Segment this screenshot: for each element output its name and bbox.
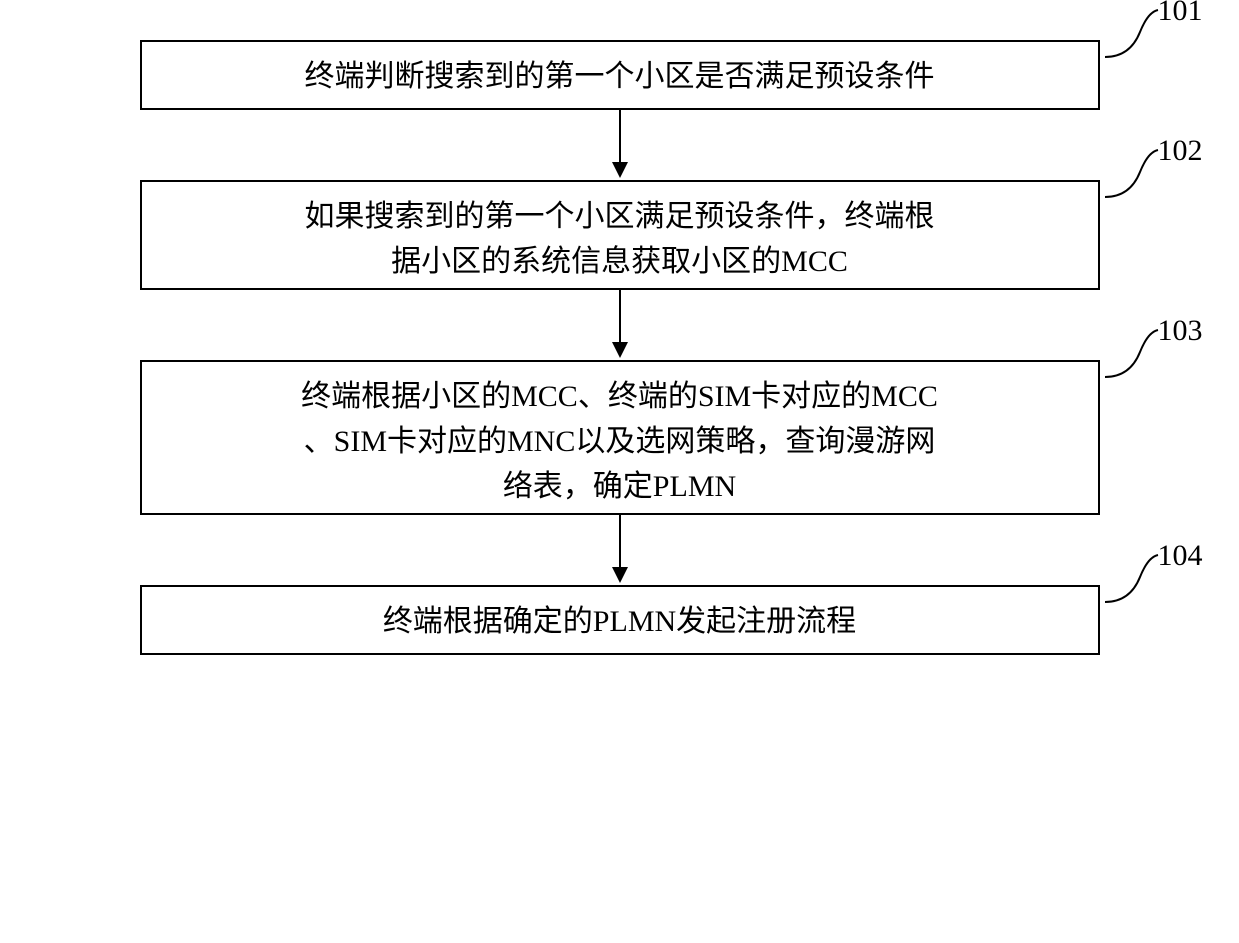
label-101-container: 101 [1158,0,1203,28]
box-4-text: 终端根据确定的PLMN发起注册流程 [162,599,1078,644]
flowchart-box-4: 终端根据确定的PLMN发起注册流程 104 [140,585,1100,655]
flowchart-container: 终端判断搜索到的第一个小区是否满足预设条件 101 如果搜索到的第一个小区满足预… [70,40,1170,655]
flowchart-box-1: 终端判断搜索到的第一个小区是否满足预设条件 101 [140,40,1100,110]
box-2-text-line1: 如果搜索到的第一个小区满足预设条件，终端根 [162,194,1078,239]
arrow-1-2 [70,110,1170,180]
arrow-3-4-svg [605,515,635,585]
box-1-text: 终端判断搜索到的第一个小区是否满足预设条件 [162,54,1078,99]
curve-103 [1100,322,1170,382]
box-3-text-line1: 终端根据小区的MCC、终端的SIM卡对应的MCC [162,374,1078,419]
label-103-container: 103 [1158,314,1203,348]
curve-102 [1100,142,1170,202]
flowchart-box-2: 如果搜索到的第一个小区满足预设条件，终端根 据小区的系统信息获取小区的MCC 1… [140,180,1100,290]
arrow-1-2-svg [605,110,635,180]
label-104-container: 104 [1158,539,1203,573]
flowchart-box-3: 终端根据小区的MCC、终端的SIM卡对应的MCC 、SIM卡对应的MNC以及选网… [140,360,1100,515]
arrow-3-4 [70,515,1170,585]
arrow-2-3 [70,290,1170,360]
box-2-text-line2: 据小区的系统信息获取小区的MCC [162,239,1078,284]
label-102-container: 102 [1158,134,1203,168]
arrow-2-3-svg [605,290,635,360]
box-3-text-line2: 、SIM卡对应的MNC以及选网策略，查询漫游网 [162,419,1078,464]
curve-101 [1100,2,1170,62]
box-3-text-line3: 络表，确定PLMN [162,464,1078,509]
curve-104 [1100,547,1170,607]
